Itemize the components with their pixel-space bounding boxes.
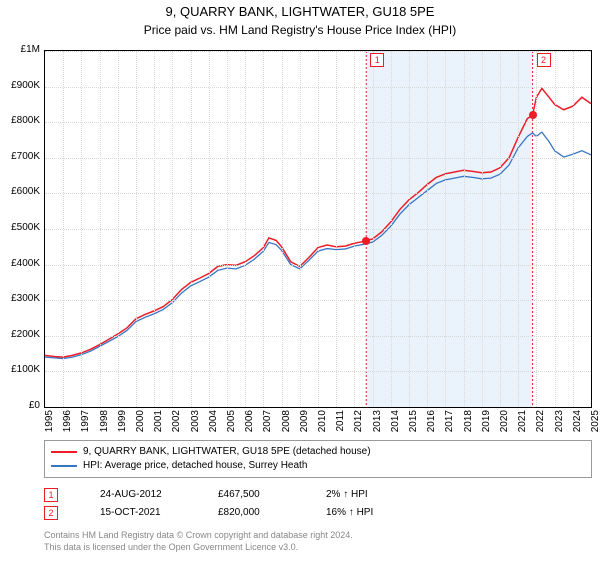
x-axis-tick: 2022 [535, 410, 546, 440]
tx-date: 24-AUG-2012 [100, 486, 180, 504]
y-axis-tick: £200K [0, 329, 40, 340]
legend-swatch [51, 451, 77, 453]
x-axis-tick: 2024 [572, 410, 583, 440]
legend-item: 9, QUARRY BANK, LIGHTWATER, GU18 5PE (de… [51, 445, 585, 459]
marker-dot-icon [362, 237, 370, 245]
legend-box: 9, QUARRY BANK, LIGHTWATER, GU18 5PE (de… [44, 440, 592, 478]
marker-box-icon: 1 [44, 488, 58, 502]
y-axis-tick: £500K [0, 222, 40, 233]
marker-label-icon: 2 [537, 53, 551, 67]
x-axis-tick: 1999 [117, 410, 128, 440]
x-axis-tick: 2000 [135, 410, 146, 440]
tx-delta: 2% ↑ HPI [326, 486, 368, 504]
x-axis-tick: 2007 [262, 410, 273, 440]
x-axis-tick: 2002 [171, 410, 182, 440]
x-axis-tick: 1995 [44, 410, 55, 440]
legend-item: HPI: Average price, detached house, Surr… [51, 459, 585, 473]
y-axis-tick: £700K [0, 151, 40, 162]
y-axis-tick: £100K [0, 364, 40, 375]
x-axis-tick: 2019 [481, 410, 492, 440]
legend-swatch [51, 465, 77, 467]
tx-price: £820,000 [218, 504, 288, 522]
x-axis-tick: 2006 [244, 410, 255, 440]
y-axis-tick: £400K [0, 258, 40, 269]
transaction-row: 1 24-AUG-2012 £467,500 2% ↑ HPI [44, 486, 592, 504]
x-axis-tick: 2003 [190, 410, 201, 440]
x-axis-tick: 2010 [317, 410, 328, 440]
x-axis-tick: 2016 [426, 410, 437, 440]
x-axis-tick: 2021 [517, 410, 528, 440]
legend-label: HPI: Average price, detached house, Surr… [83, 459, 307, 473]
y-axis-tick: £1M [0, 44, 40, 55]
marker-dot-icon [529, 111, 537, 119]
x-axis-tick: 2008 [281, 410, 292, 440]
x-axis-tick: 2004 [208, 410, 219, 440]
x-axis-tick: 2023 [554, 410, 565, 440]
x-axis-tick: 2001 [153, 410, 164, 440]
tx-delta: 16% ↑ HPI [326, 504, 373, 522]
chart-title: 9, QUARRY BANK, LIGHTWATER, GU18 5PE [0, 4, 600, 21]
x-axis-tick: 2012 [353, 410, 364, 440]
x-axis-tick: 1996 [62, 410, 73, 440]
transaction-table: 1 24-AUG-2012 £467,500 2% ↑ HPI 2 15-OCT… [44, 486, 592, 522]
tx-price: £467,500 [218, 486, 288, 504]
chart-area: 12 [44, 50, 592, 408]
x-axis-tick: 1997 [80, 410, 91, 440]
y-axis-tick: £300K [0, 293, 40, 304]
x-axis-tick: 2018 [463, 410, 474, 440]
x-axis-tick: 2013 [372, 410, 383, 440]
marker-box-icon: 2 [44, 506, 58, 520]
x-axis-tick: 2015 [408, 410, 419, 440]
y-axis-tick: £800K [0, 115, 40, 126]
legend-section: 9, QUARRY BANK, LIGHTWATER, GU18 5PE (de… [44, 440, 592, 553]
footer-line: This data is licensed under the Open Gov… [44, 542, 592, 554]
y-axis-tick: £600K [0, 186, 40, 197]
chart-subtitle: Price paid vs. HM Land Registry's House … [0, 23, 600, 37]
x-axis-tick: 2020 [499, 410, 510, 440]
x-axis-tick: 2009 [299, 410, 310, 440]
x-axis-tick: 2017 [444, 410, 455, 440]
x-axis-tick: 1998 [99, 410, 110, 440]
x-axis-tick: 2014 [390, 410, 401, 440]
y-axis-tick: £0 [0, 400, 40, 411]
x-axis-tick: 2025 [590, 410, 600, 440]
y-axis-tick: £900K [0, 80, 40, 91]
footer-line: Contains HM Land Registry data © Crown c… [44, 530, 592, 542]
x-axis-tick: 2011 [335, 410, 346, 440]
legend-label: 9, QUARRY BANK, LIGHTWATER, GU18 5PE (de… [83, 445, 371, 459]
transaction-row: 2 15-OCT-2021 £820,000 16% ↑ HPI [44, 504, 592, 522]
tx-date: 15-OCT-2021 [100, 504, 180, 522]
footer-text: Contains HM Land Registry data © Crown c… [44, 530, 592, 553]
marker-label-icon: 1 [370, 53, 384, 67]
x-axis-tick: 2005 [226, 410, 237, 440]
